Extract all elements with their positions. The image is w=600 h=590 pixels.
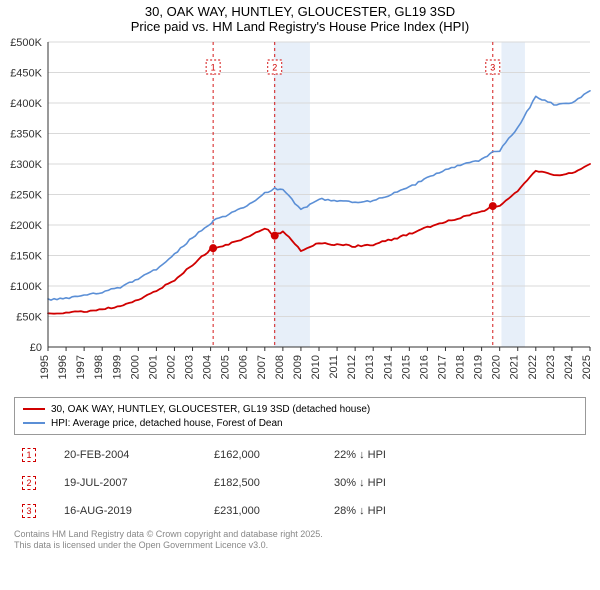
svg-text:£400K: £400K bbox=[10, 98, 42, 110]
legend-row-property: 30, OAK WAY, HUNTLEY, GLOUCESTER, GL19 3… bbox=[23, 402, 577, 416]
svg-text:1997: 1997 bbox=[75, 355, 87, 379]
svg-text:1999: 1999 bbox=[111, 355, 123, 379]
sale-price-2: £182,500 bbox=[214, 477, 334, 489]
sale-date-2: 19-JUL-2007 bbox=[64, 477, 214, 489]
legend-row-hpi: HPI: Average price, detached house, Fore… bbox=[23, 416, 577, 430]
chart-area: £0 £50K £100K £150K £200K £250K £300K £350K £400… bbox=[0, 36, 600, 391]
svg-text:1998: 1998 bbox=[93, 355, 105, 379]
legend-label-hpi: HPI: Average price, detached house, Fore… bbox=[51, 418, 283, 429]
sales-table: 1 20-FEB-2004 £162,000 22% ↓ HPI 2 19-JU… bbox=[14, 441, 586, 525]
title-line-2: Price paid vs. HM Land Registry's House … bbox=[0, 19, 600, 34]
svg-text:£500K: £500K bbox=[10, 37, 42, 49]
legend-swatch-hpi bbox=[23, 422, 45, 424]
svg-text:2024: 2024 bbox=[563, 355, 575, 379]
svg-text:2007: 2007 bbox=[256, 355, 268, 379]
sale-diff-1: 22% ↓ HPI bbox=[334, 449, 386, 461]
svg-text:2025: 2025 bbox=[581, 355, 593, 379]
legend: 30, OAK WAY, HUNTLEY, GLOUCESTER, GL19 3… bbox=[14, 397, 586, 435]
svg-text:£50K: £50K bbox=[16, 312, 42, 324]
svg-text:2006: 2006 bbox=[238, 355, 250, 379]
svg-text:2022: 2022 bbox=[527, 355, 539, 379]
sale-price-3: £231,000 bbox=[214, 505, 334, 517]
svg-text:2000: 2000 bbox=[129, 355, 141, 379]
svg-text:2001: 2001 bbox=[147, 355, 159, 379]
svg-text:2004: 2004 bbox=[202, 355, 214, 379]
sale-diff-2: 30% ↓ HPI bbox=[334, 477, 386, 489]
svg-text:2012: 2012 bbox=[346, 355, 358, 379]
svg-text:2003: 2003 bbox=[184, 355, 196, 379]
svg-text:2010: 2010 bbox=[310, 355, 322, 379]
svg-text:2002: 2002 bbox=[165, 355, 177, 379]
svg-text:2020: 2020 bbox=[491, 355, 503, 379]
svg-text:1: 1 bbox=[211, 63, 216, 73]
sale-marker-3-icon: 3 bbox=[22, 504, 36, 518]
svg-text:2018: 2018 bbox=[455, 355, 467, 379]
sale-diff-3: 28% ↓ HPI bbox=[334, 505, 386, 517]
svg-text:£150K: £150K bbox=[10, 251, 42, 263]
svg-text:2021: 2021 bbox=[509, 355, 521, 379]
footer-line-1: Contains HM Land Registry data © Crown c… bbox=[14, 529, 586, 540]
svg-text:3: 3 bbox=[490, 63, 495, 73]
svg-text:2015: 2015 bbox=[400, 355, 412, 379]
svg-text:2014: 2014 bbox=[382, 355, 394, 379]
svg-text:2017: 2017 bbox=[436, 355, 448, 379]
svg-text:2: 2 bbox=[272, 63, 277, 73]
svg-text:2005: 2005 bbox=[220, 355, 232, 379]
sale-date-3: 16-AUG-2019 bbox=[64, 505, 214, 517]
svg-text:1995: 1995 bbox=[39, 355, 51, 379]
svg-text:£300K: £300K bbox=[10, 159, 42, 171]
sales-row-1: 1 20-FEB-2004 £162,000 22% ↓ HPI bbox=[14, 441, 586, 469]
legend-label-property: 30, OAK WAY, HUNTLEY, GLOUCESTER, GL19 3… bbox=[51, 404, 370, 415]
sale-marker-1-icon: 1 bbox=[22, 448, 36, 462]
svg-text:£250K: £250K bbox=[10, 190, 42, 202]
chart-svg: £0 £50K £100K £150K £200K £250K £300K £350K £400… bbox=[0, 36, 600, 391]
legend-swatch-property bbox=[23, 408, 45, 410]
svg-text:1996: 1996 bbox=[57, 355, 69, 379]
svg-text:2011: 2011 bbox=[328, 355, 340, 379]
footer-line-2: This data is licensed under the Open Gov… bbox=[14, 540, 586, 551]
sales-row-3: 3 16-AUG-2019 £231,000 28% ↓ HPI bbox=[14, 497, 586, 525]
sales-row-2: 2 19-JUL-2007 £182,500 30% ↓ HPI bbox=[14, 469, 586, 497]
svg-text:£350K: £350K bbox=[10, 129, 42, 141]
svg-text:2013: 2013 bbox=[364, 355, 376, 379]
chart-container: 30, OAK WAY, HUNTLEY, GLOUCESTER, GL19 3… bbox=[0, 0, 600, 590]
sale-marker-2-icon: 2 bbox=[22, 476, 36, 490]
svg-text:£0: £0 bbox=[30, 342, 42, 354]
sale-date-1: 20-FEB-2004 bbox=[64, 449, 214, 461]
svg-text:£100K: £100K bbox=[10, 281, 42, 293]
title-block: 30, OAK WAY, HUNTLEY, GLOUCESTER, GL19 3… bbox=[0, 0, 600, 36]
sale-price-1: £162,000 bbox=[214, 449, 334, 461]
svg-text:2009: 2009 bbox=[292, 355, 304, 379]
svg-text:2016: 2016 bbox=[418, 355, 430, 379]
svg-text:2023: 2023 bbox=[545, 355, 557, 379]
title-line-1: 30, OAK WAY, HUNTLEY, GLOUCESTER, GL19 3… bbox=[0, 4, 600, 19]
svg-text:£450K: £450K bbox=[10, 68, 42, 80]
svg-text:2008: 2008 bbox=[274, 355, 286, 379]
footer: Contains HM Land Registry data © Crown c… bbox=[14, 529, 586, 552]
svg-text:2019: 2019 bbox=[473, 355, 485, 379]
svg-text:£200K: £200K bbox=[10, 220, 42, 232]
